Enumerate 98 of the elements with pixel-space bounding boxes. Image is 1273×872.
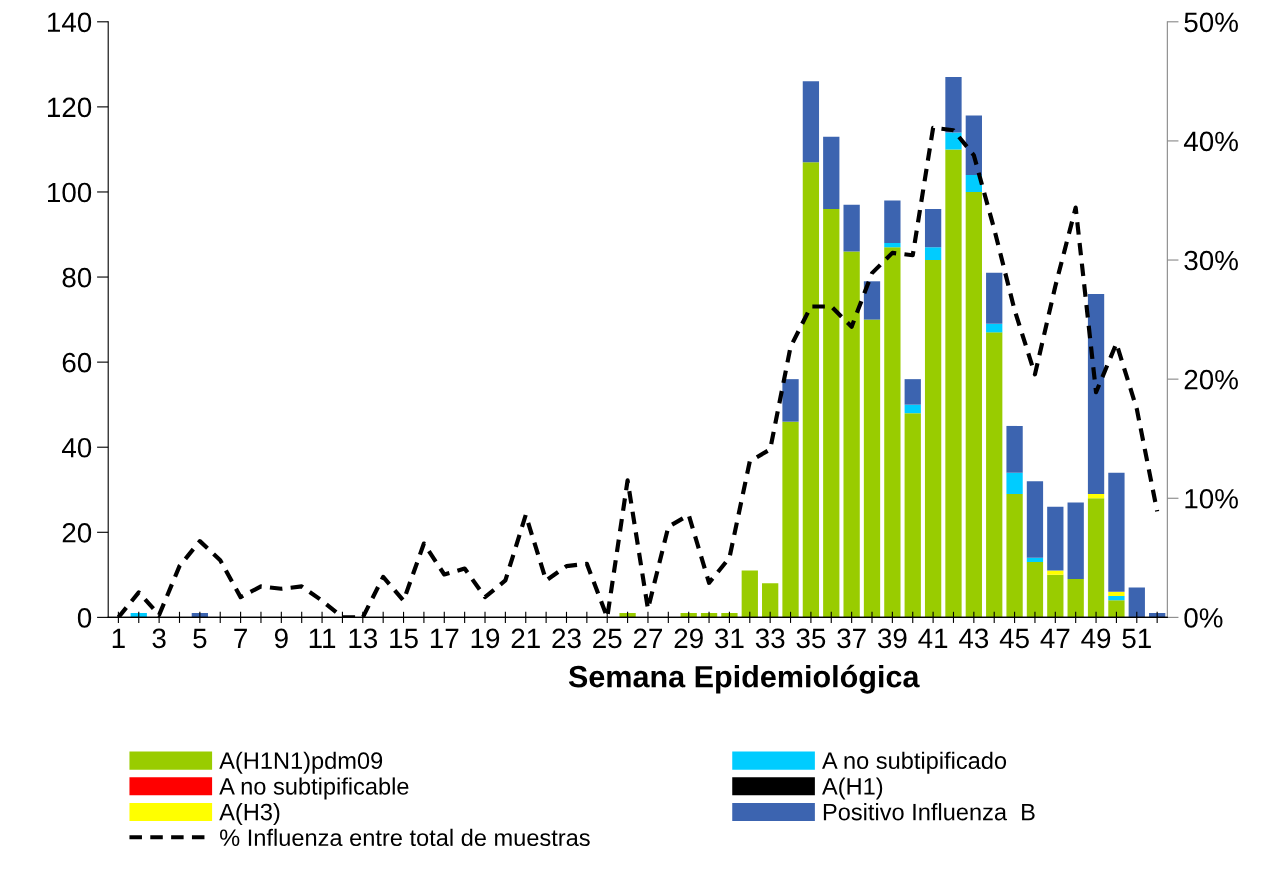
x-tick-label: 39	[877, 628, 907, 649]
bar	[1006, 425, 1023, 473]
bar	[965, 115, 982, 175]
bar	[1006, 494, 1023, 618]
bar	[1087, 294, 1105, 495]
bar	[1026, 557, 1044, 563]
bar	[1087, 498, 1105, 618]
legend-label: A(H3)	[219, 803, 280, 826]
x-tick-label: 25	[593, 628, 622, 649]
x-tick-label: 1	[112, 628, 125, 648]
y-tick-label: 140	[48, 12, 92, 33]
bar	[762, 583, 779, 618]
x-tick-label: 41	[918, 628, 948, 648]
x-tick-label: 35	[796, 628, 826, 649]
legend-label: A(H1)	[822, 777, 883, 800]
x-tick-label: 15	[390, 628, 418, 649]
bar	[1047, 574, 1064, 618]
x-tick-label: 3	[152, 628, 166, 649]
x-tick-label: 37	[837, 628, 866, 649]
bar	[945, 149, 962, 618]
bar	[1067, 502, 1084, 580]
bar	[1128, 587, 1145, 618]
bar	[884, 200, 901, 244]
bar	[1047, 570, 1064, 575]
bar	[945, 132, 962, 150]
bar	[863, 281, 881, 320]
bar	[741, 570, 758, 618]
y-tick-label: 120	[48, 97, 92, 118]
x-tick-label: 47	[1040, 628, 1070, 648]
legend-label: % Influenza entre total de muestras	[220, 828, 590, 847]
x-tick-label: 49	[1081, 628, 1111, 649]
x-tick-label: 13	[349, 628, 378, 649]
bar	[945, 77, 962, 133]
x-tick-label: 23	[552, 628, 581, 649]
x-tick-label: 21	[511, 628, 540, 648]
legend-label: A no subtipificable	[219, 777, 409, 800]
bar	[823, 136, 840, 209]
bar	[782, 421, 799, 618]
bar	[1026, 481, 1044, 558]
x-tick-label: 19	[471, 628, 500, 649]
bar	[1108, 600, 1125, 618]
bar	[1067, 579, 1084, 618]
y-tick-label: 100	[48, 182, 92, 203]
bar	[1108, 472, 1125, 592]
bar	[965, 191, 982, 618]
y2-tick-label: 30%	[1184, 250, 1238, 271]
bar	[782, 379, 799, 422]
bar	[884, 243, 901, 248]
y-tick-label: 80	[62, 267, 92, 288]
bar	[924, 260, 942, 618]
bar	[904, 413, 921, 618]
y-tick-label: 0	[77, 608, 92, 628]
x-tick-label: 43	[959, 628, 989, 649]
x-tick-label: 29	[674, 628, 703, 649]
bar	[721, 613, 738, 618]
y2-tick-label: 10%	[1185, 488, 1238, 509]
y-tick-label: 40	[61, 437, 92, 458]
x-tick-label: 45	[999, 628, 1029, 649]
bar	[986, 332, 1003, 618]
x-tick-label: 51	[1122, 628, 1151, 649]
legend-label: A(H1N1)pdm09	[219, 751, 383, 774]
bar	[863, 319, 881, 618]
y2-tick-label: 0%	[1184, 608, 1223, 628]
bar	[924, 208, 942, 248]
bar	[1006, 472, 1023, 495]
bar	[843, 204, 860, 252]
x-axis-title: Semana Epidemiológica	[568, 664, 920, 694]
x-tick-label: 33	[755, 628, 785, 649]
x-tick-label: 7	[234, 628, 247, 648]
bar	[1108, 596, 1125, 601]
x-tick-label: 11	[309, 628, 336, 648]
bar	[802, 162, 820, 618]
bar	[1108, 591, 1125, 597]
y2-tick-label: 50%	[1184, 12, 1238, 33]
bar	[884, 247, 901, 618]
bar	[823, 208, 840, 618]
bar	[619, 613, 636, 618]
bar	[1026, 562, 1044, 618]
y2-tick-label: 40%	[1183, 131, 1238, 152]
x-tick-label: 9	[274, 628, 288, 649]
bar	[843, 251, 860, 618]
bar	[986, 272, 1003, 324]
x-tick-label: 31	[715, 628, 744, 649]
y-tick-label: 60	[62, 352, 92, 373]
bar	[924, 247, 942, 261]
bar	[904, 404, 921, 414]
bar	[1087, 494, 1105, 499]
x-tick-label: 5	[193, 628, 207, 649]
legend-label: Positivo Influenza B	[823, 803, 1035, 821]
bar	[802, 81, 820, 163]
y2-tick-label: 20%	[1184, 369, 1238, 390]
bar	[986, 323, 1003, 333]
x-tick-label: 17	[430, 628, 459, 648]
legend-label: A no subtipificado	[822, 751, 1007, 774]
bar	[1047, 506, 1064, 571]
x-tick-label: 27	[633, 628, 663, 648]
y-tick-label: 20	[62, 522, 92, 543]
bar	[904, 379, 921, 405]
